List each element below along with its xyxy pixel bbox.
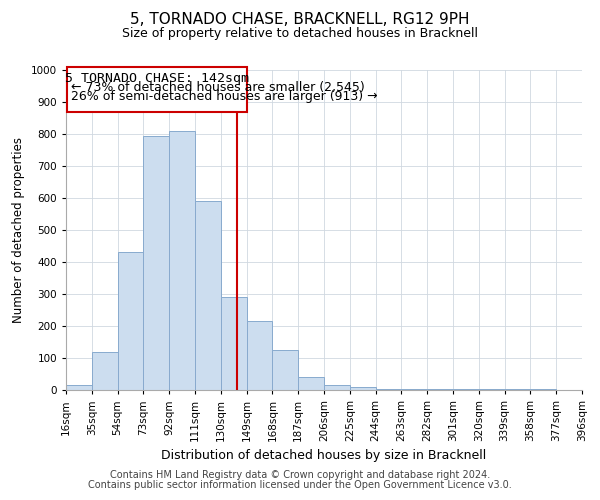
Bar <box>143 136 169 390</box>
FancyBboxPatch shape <box>67 67 247 112</box>
Bar <box>118 252 143 390</box>
Bar <box>376 389 401 390</box>
Text: Contains HM Land Registry data © Crown copyright and database right 2024.: Contains HM Land Registry data © Crown c… <box>110 470 490 480</box>
Text: 26% of semi-detached houses are larger (913) →: 26% of semi-detached houses are larger (… <box>71 90 377 103</box>
Bar <box>66 385 92 390</box>
Text: Contains public sector information licensed under the Open Government Licence v3: Contains public sector information licen… <box>88 480 512 490</box>
Text: ← 73% of detached houses are smaller (2,545): ← 73% of detached houses are smaller (2,… <box>71 81 365 94</box>
Bar <box>272 350 298 390</box>
X-axis label: Distribution of detached houses by size in Bracknell: Distribution of detached houses by size … <box>161 450 487 462</box>
Y-axis label: Number of detached properties: Number of detached properties <box>12 137 25 323</box>
Bar <box>298 377 324 390</box>
Bar <box>195 201 221 390</box>
Text: 5 TORNADO CHASE: 142sqm: 5 TORNADO CHASE: 142sqm <box>65 72 248 85</box>
Bar <box>221 297 247 390</box>
Bar <box>169 131 195 390</box>
Text: Size of property relative to detached houses in Bracknell: Size of property relative to detached ho… <box>122 28 478 40</box>
Bar <box>92 352 118 390</box>
Bar <box>350 388 376 390</box>
Bar <box>247 321 272 390</box>
Bar <box>324 385 350 390</box>
Text: 5, TORNADO CHASE, BRACKNELL, RG12 9PH: 5, TORNADO CHASE, BRACKNELL, RG12 9PH <box>130 12 470 28</box>
